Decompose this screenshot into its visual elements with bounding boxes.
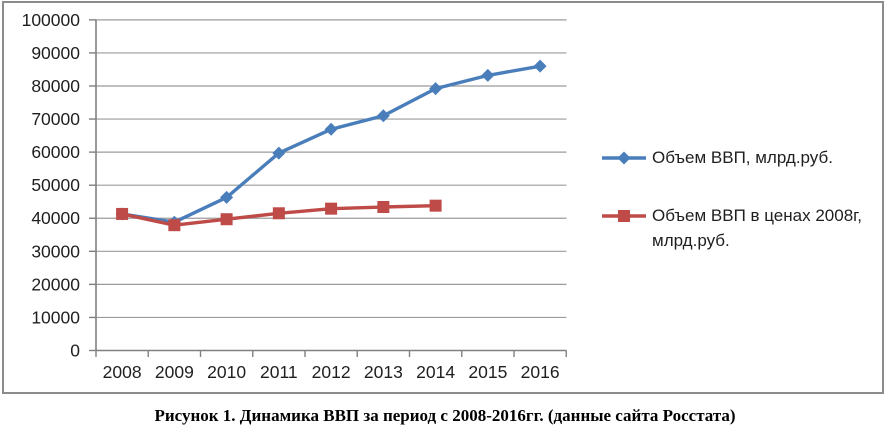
x-axis-label: 2010 [207, 362, 246, 382]
data-point-diamond [220, 190, 234, 204]
y-axis-label: 20000 [31, 274, 80, 294]
data-point-diamond [324, 122, 338, 136]
x-axis-label: 2015 [468, 362, 507, 382]
y-axis-label: 40000 [31, 208, 80, 228]
data-point-diamond [533, 59, 547, 73]
data-point-square [168, 219, 181, 232]
data-point-square [220, 213, 233, 226]
data-point-square [116, 207, 129, 220]
figure-caption: Рисунок 1. Динамика ВВП за период с 2008… [154, 406, 736, 425]
data-point-square [325, 202, 338, 215]
data-point-square [272, 207, 285, 220]
data-point-diamond [481, 68, 495, 82]
chart-legend: Объем ВВП, млрд.руб. Объем ВВП в ценах 2… [601, 0, 869, 300]
legend-label: Объем ВВП в ценах 2008г, млрд.руб. [652, 206, 862, 250]
y-axis-label: 60000 [31, 142, 80, 162]
x-axis-label: 2008 [103, 362, 142, 382]
data-point-diamond [272, 146, 286, 160]
chart-frame [2, 1, 884, 394]
y-axis-label: 10000 [31, 307, 80, 327]
x-axis-label: 2012 [312, 362, 351, 382]
y-axis-label: 80000 [31, 76, 80, 96]
x-axis-label: 2013 [364, 362, 403, 382]
y-axis-label: 30000 [31, 241, 80, 261]
legend-item-real-gdp: Объем ВВП в ценах 2008г, млрд.руб. [601, 203, 869, 253]
x-axis-label: 2014 [416, 362, 455, 382]
y-axis-label: 100000 [22, 10, 81, 30]
y-axis-label: 50000 [31, 175, 80, 195]
x-axis-label: 2016 [521, 362, 560, 382]
legend-sample-line-square [602, 210, 646, 222]
data-point-square [377, 200, 390, 213]
x-axis-label: 2009 [155, 362, 194, 382]
y-axis-label: 0 [70, 341, 80, 361]
series-line-1 [121, 64, 541, 224]
data-point-square [429, 199, 442, 212]
y-axis-label: 90000 [31, 43, 80, 63]
legend-item-nominal-gdp: Объем ВВП, млрд.руб. [601, 145, 833, 170]
data-point-diamond [429, 82, 443, 96]
legend-label: Объем ВВП, млрд.руб. [652, 148, 833, 167]
y-axis-label: 70000 [31, 109, 80, 129]
x-axis-label: 2011 [260, 362, 298, 382]
data-point-diamond [376, 109, 390, 123]
legend-sample-line-diamond [602, 151, 646, 165]
